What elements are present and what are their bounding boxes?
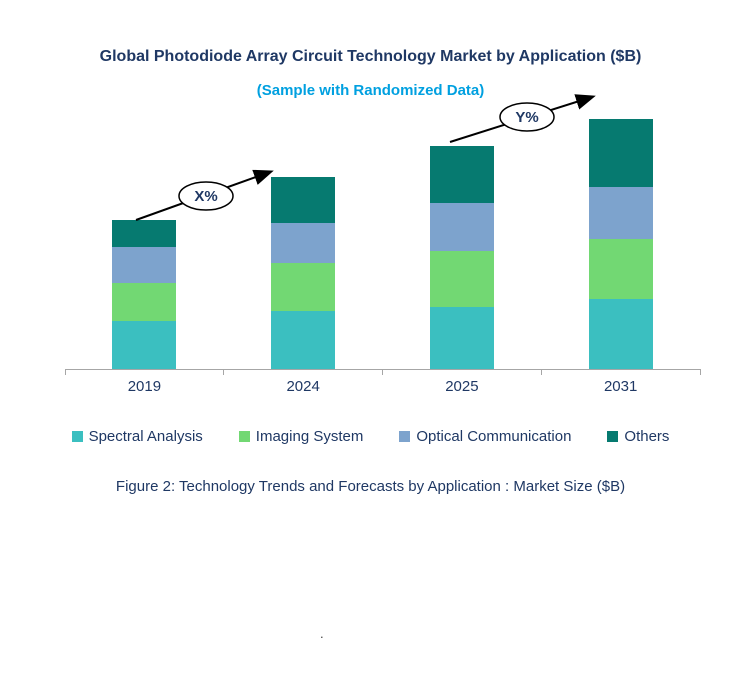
figure-caption: Figure 2: Technology Trends and Forecast… [115, 478, 626, 495]
segment-2019-others [112, 220, 177, 247]
bar-group-2025 [383, 108, 542, 369]
stacked-bar-2019 [112, 220, 177, 369]
chart-title: Global Photodiode Array Circuit Technolo… [99, 48, 642, 65]
segment-2019-imaging-system [112, 282, 177, 321]
segment-2031-others [588, 119, 653, 187]
segment-2025-optical-communication [429, 203, 494, 252]
legend-item-optical-communication: Optical Communication [399, 428, 571, 445]
bar-group-2019 [65, 108, 224, 369]
segment-2024-imaging-system [271, 263, 336, 312]
stacked-bar-2025 [429, 145, 494, 369]
legend-swatch-icon [238, 431, 250, 442]
legend-item-imaging-system: Imaging System [238, 428, 364, 445]
bar-group-2024 [224, 108, 383, 369]
segment-2025-spectral-analysis [429, 306, 494, 369]
axis-tick [64, 369, 66, 375]
legend-label: Imaging System [255, 428, 364, 445]
bar-group-2031 [541, 108, 700, 369]
x-axis-label-2019: 2019 [127, 378, 162, 395]
axis-tick [382, 369, 383, 375]
legend-label: Optical Communication [416, 428, 572, 445]
x-axis-label-2031: 2031 [603, 378, 638, 395]
legend-label: Spectral Analysis [88, 428, 203, 445]
legend-swatch-icon [399, 431, 411, 442]
segment-2024-spectral-analysis [271, 311, 336, 369]
x-axis-label-2024: 2024 [286, 378, 320, 395]
legend-swatch-icon [607, 431, 619, 442]
axis-tick [540, 369, 542, 375]
axis-tick [699, 369, 701, 375]
chart-subtitle: (Sample with Randomized Data) [256, 82, 485, 99]
segment-2019-optical-communication [112, 246, 177, 283]
x-axis-label-2025: 2025 [445, 378, 479, 395]
axis-tick [223, 369, 225, 375]
segment-2025-others [429, 145, 494, 204]
segment-2031-imaging-system [588, 239, 653, 300]
segment-2025-imaging-system [429, 251, 494, 307]
stacked-bar-2024 [271, 177, 336, 369]
legend-item-others: Others [607, 428, 669, 445]
segment-2024-others [271, 177, 336, 223]
segment-2031-optical-communication [588, 186, 653, 240]
x-axis-labels: 2019 2024 2025 2031 [65, 378, 700, 395]
legend-swatch-icon [71, 431, 83, 442]
legend-item-spectral-analysis: Spectral Analysis [71, 428, 203, 445]
chart-legend: Spectral Analysis Imaging System Optical C… [0, 428, 741, 445]
segment-2019-spectral-analysis [112, 321, 177, 369]
footnote-dot: . [320, 626, 324, 641]
stacked-bar-2031 [588, 119, 653, 369]
segment-2024-optical-communication [271, 222, 336, 264]
legend-label: Others [624, 428, 670, 445]
segment-2031-spectral-analysis [588, 299, 653, 369]
plot-area [64, 108, 701, 375]
